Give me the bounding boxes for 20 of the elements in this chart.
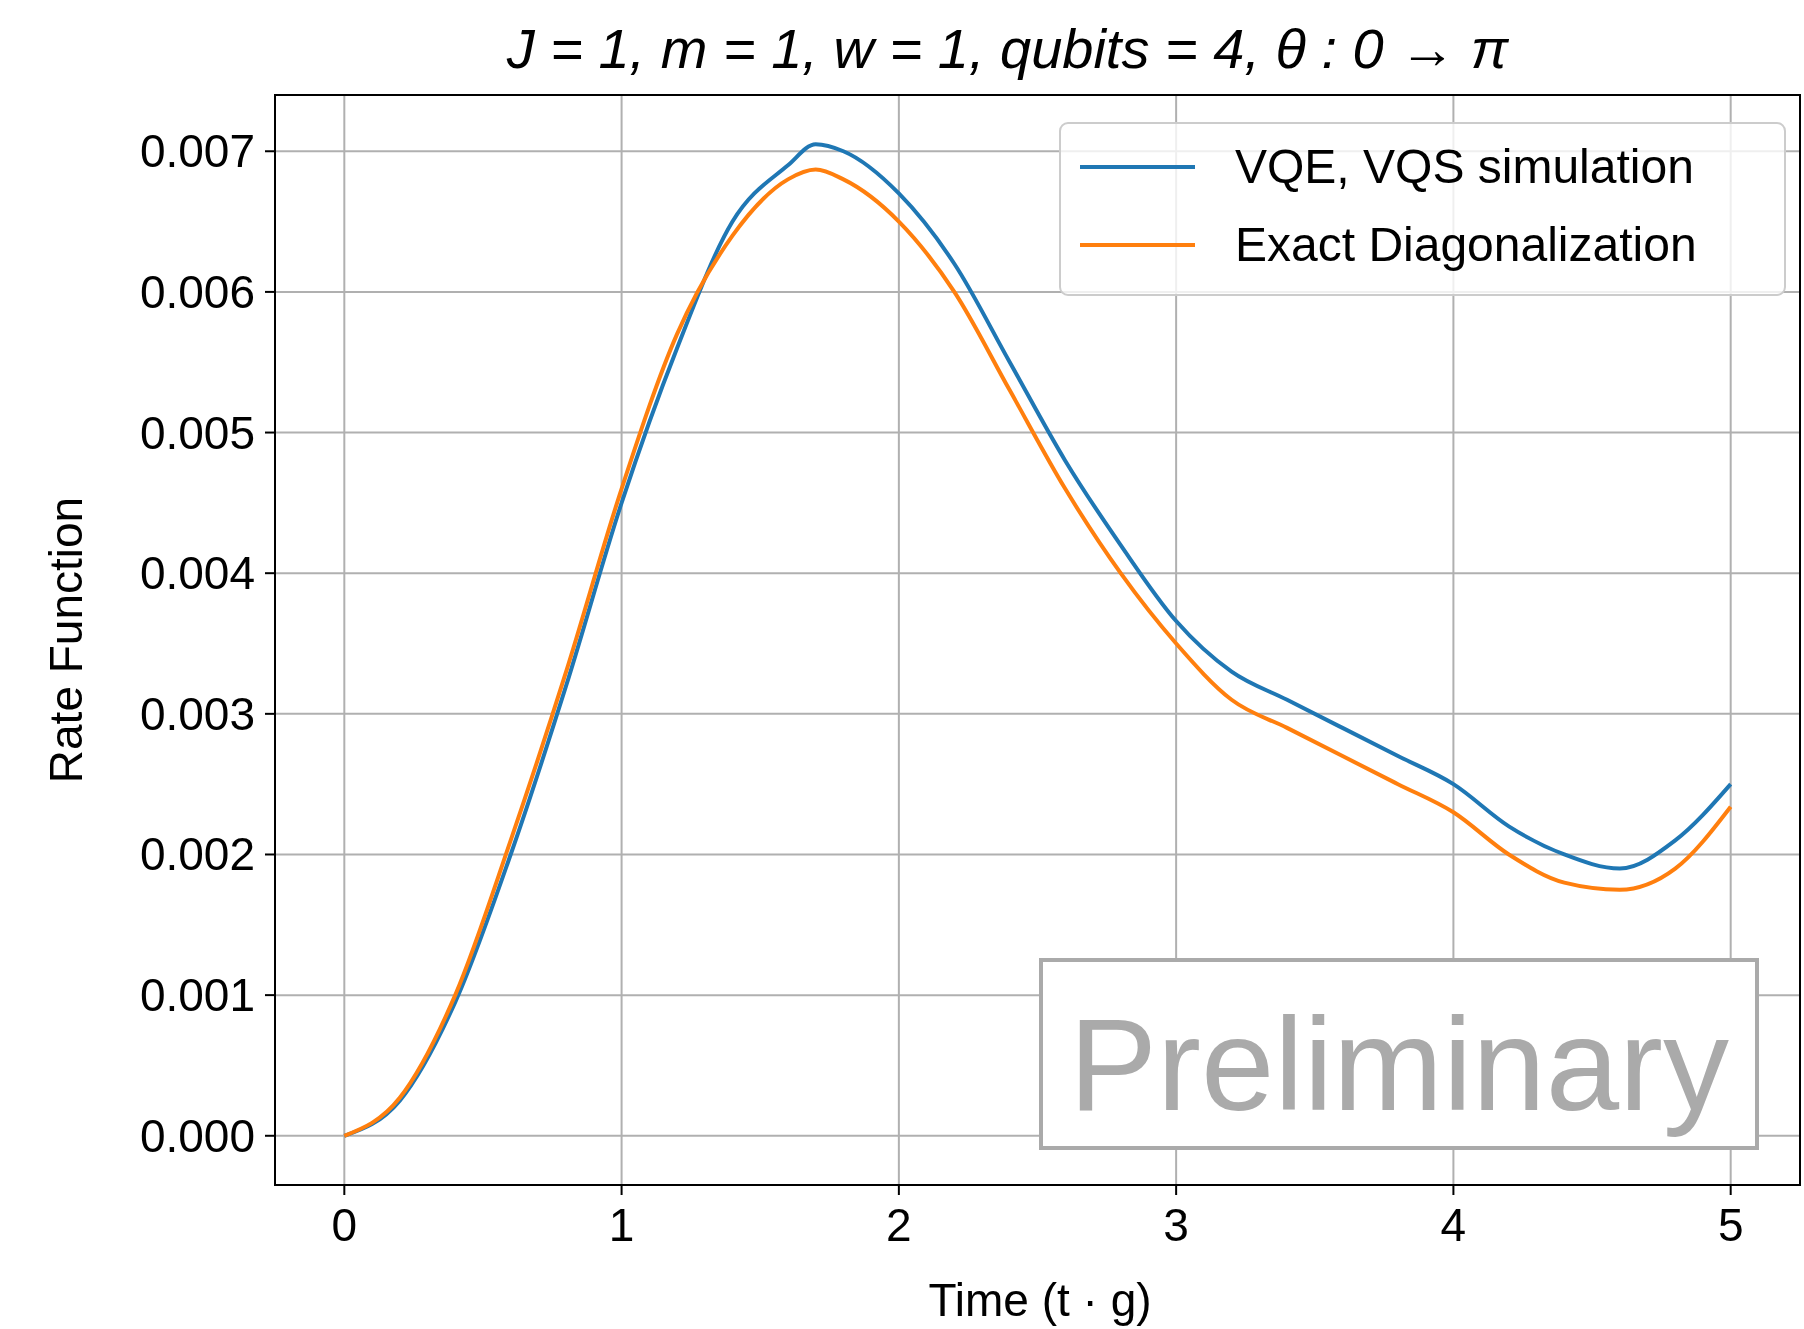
- x-tick-label: 5: [1717, 1199, 1744, 1251]
- x-tick-label: 4: [1440, 1199, 1467, 1251]
- y-axis-title: Rate Function: [40, 496, 92, 784]
- x-tick-label: 2: [886, 1199, 912, 1251]
- legend-label: Exact Diagonalization: [1235, 218, 1697, 271]
- y-tick-label: 0.006: [139, 265, 255, 318]
- y-tick-label: 0.004: [139, 547, 255, 600]
- annotation: Preliminary: [1068, 991, 1730, 1138]
- y-tick-label: 0.000: [139, 1109, 255, 1162]
- chart-title: J = 1, m = 1, w = 1, qubits = 4, θ : 0 → π: [505, 17, 1510, 80]
- y-tick-label: 0.007: [139, 125, 255, 178]
- y-tick-label: 0.002: [139, 828, 255, 881]
- y-tick-label: 0.001: [139, 969, 255, 1022]
- legend-label: VQE, VQS simulation: [1235, 140, 1694, 193]
- x-tick-label: 3: [1163, 1199, 1189, 1251]
- x-axis-title: Time (t · g): [928, 1274, 1152, 1326]
- x-tick-label: 1: [608, 1199, 635, 1251]
- y-tick-label: 0.005: [139, 406, 255, 459]
- x-tick-label: 0: [331, 1199, 358, 1251]
- y-tick-label: 0.003: [139, 687, 255, 740]
